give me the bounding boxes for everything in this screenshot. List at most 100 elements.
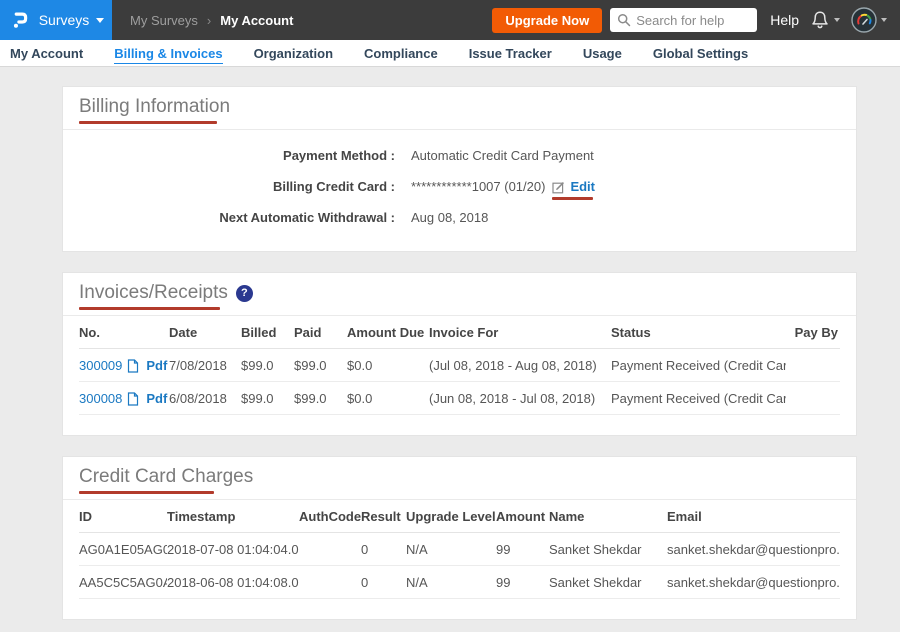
- help-link[interactable]: Help: [770, 12, 799, 28]
- charge-result: 0: [361, 533, 406, 566]
- invoice-amount-due: $0.0: [347, 349, 429, 382]
- col-upgrade-level: Upgrade Level: [406, 500, 496, 533]
- account-menu[interactable]: [851, 7, 887, 33]
- payment-method-row: Payment Method : Automatic Credit Card P…: [79, 140, 840, 171]
- col-no: No.: [79, 316, 169, 349]
- pdf-link[interactable]: Pdf: [146, 358, 167, 373]
- invoice-number-link[interactable]: 300009: [79, 358, 122, 373]
- invoice-for: (Jul 08, 2018 - Aug 08, 2018): [429, 349, 611, 382]
- charge-result: 0: [361, 566, 406, 599]
- charge-id: AG0A1E05AG0A: [79, 533, 167, 566]
- chevron-down-icon: [881, 18, 887, 22]
- annotation-underline: [79, 121, 217, 124]
- upgrade-now-button[interactable]: Upgrade Now: [492, 8, 602, 33]
- product-label: Surveys: [39, 12, 90, 28]
- charge-id: AA5C5C5AG0A: [79, 566, 167, 599]
- next-withdrawal-value: Aug 08, 2018: [411, 210, 488, 225]
- chevron-down-icon: [834, 18, 840, 22]
- col-pay-by: Pay By: [786, 316, 840, 349]
- top-bar: Surveys My Surveys › My Account Upgrade …: [0, 0, 900, 40]
- invoice-billed: $99.0: [241, 382, 294, 415]
- billing-credit-card-value: ************1007 (01/20) Edit: [411, 179, 595, 194]
- billing-information-header: Billing Information: [63, 87, 856, 130]
- invoice-for: (Jun 08, 2018 - Jul 08, 2018): [429, 382, 611, 415]
- tab-my-account[interactable]: My Account: [10, 46, 83, 61]
- table-row: 300009 Pdf 7/08/2018 $99.0 $99.0 $0.0 (J…: [79, 349, 840, 382]
- masked-card-number: ************1007 (01/20): [411, 179, 545, 194]
- invoices-table: No. Date Billed Paid Amount Due Invoice …: [79, 316, 840, 415]
- bell-icon: [810, 9, 830, 31]
- charges-table: ID Timestamp AuthCode Result Upgrade Lev…: [79, 500, 840, 599]
- charge-timestamp: 2018-07-08 01:04:04.0: [167, 533, 299, 566]
- tab-issue-tracker[interactable]: Issue Tracker: [469, 46, 552, 61]
- avatar: [851, 7, 877, 33]
- col-amount-due: Amount Due: [347, 316, 429, 349]
- col-id: ID: [79, 500, 167, 533]
- charge-email: sanket.shekdar@questionpro.com: [667, 533, 840, 566]
- breadcrumb-parent[interactable]: My Surveys: [130, 13, 198, 28]
- invoice-amount-due: $0.0: [347, 382, 429, 415]
- col-authcode: AuthCode: [299, 500, 361, 533]
- charge-authcode: [299, 566, 361, 599]
- pdf-file-icon: [127, 392, 139, 406]
- invoices-receipts-title: Invoices/Receipts: [79, 282, 228, 304]
- col-result: Result: [361, 500, 406, 533]
- search-input[interactable]: [610, 8, 757, 32]
- col-amount: Amount: [496, 500, 549, 533]
- invoice-status: Payment Received (Credit Card): [611, 382, 786, 415]
- invoice-number-link[interactable]: 300008: [79, 391, 122, 406]
- help-search: [610, 8, 757, 32]
- table-row: AG0A1E05AG0A 2018-07-08 01:04:04.0 0 N/A…: [79, 533, 840, 566]
- breadcrumb: My Surveys › My Account: [130, 13, 293, 28]
- annotation-underline: [552, 197, 593, 200]
- next-withdrawal-row: Next Automatic Withdrawal : Aug 08, 2018: [79, 202, 840, 233]
- charge-name: Sanket Shekdar: [549, 566, 667, 599]
- search-icon: [617, 13, 631, 27]
- billing-information-fields: Payment Method : Automatic Credit Card P…: [63, 130, 856, 251]
- pdf-link[interactable]: Pdf: [146, 391, 167, 406]
- col-status: Status: [611, 316, 786, 349]
- col-date: Date: [169, 316, 241, 349]
- breadcrumb-separator: ›: [207, 13, 211, 28]
- annotation-underline: [79, 491, 214, 494]
- invoice-date: 7/08/2018: [169, 349, 241, 382]
- payment-method-value: Automatic Credit Card Payment: [411, 148, 594, 163]
- credit-card-charges-card: Credit Card Charges ID Timestamp AuthCod…: [62, 456, 857, 620]
- table-row: 300008 Pdf 6/08/2018 $99.0 $99.0 $0.0 (J…: [79, 382, 840, 415]
- pdf-file-icon: [127, 359, 139, 373]
- invoice-billed: $99.0: [241, 349, 294, 382]
- tab-organization[interactable]: Organization: [254, 46, 333, 61]
- notifications-menu[interactable]: [810, 9, 840, 31]
- charge-email: sanket.shekdar@questionpro.com: [667, 566, 840, 599]
- charge-timestamp: 2018-06-08 01:04:08.0: [167, 566, 299, 599]
- table-row: AA5C5C5AG0A 2018-06-08 01:04:08.0 0 N/A …: [79, 566, 840, 599]
- product-switcher[interactable]: Surveys: [0, 0, 112, 40]
- col-email: Email: [667, 500, 840, 533]
- col-paid: Paid: [294, 316, 347, 349]
- invoice-pay-by: [786, 349, 840, 382]
- account-nav-tabs: My Account Billing & Invoices Organizati…: [0, 40, 900, 67]
- charge-upgrade-level: N/A: [406, 566, 496, 599]
- invoices-receipts-card: Invoices/Receipts? No. Date Billed Paid …: [62, 272, 857, 436]
- breadcrumb-current: My Account: [220, 13, 293, 28]
- tab-billing-invoices[interactable]: Billing & Invoices: [114, 46, 222, 61]
- charge-amount: 99: [496, 566, 549, 599]
- top-bar-actions: Upgrade Now Help: [492, 7, 900, 33]
- billing-credit-card-row: Billing Credit Card : ************1007 (…: [79, 171, 840, 202]
- charge-upgrade-level: N/A: [406, 533, 496, 566]
- col-timestamp: Timestamp: [167, 500, 299, 533]
- col-invoice-for: Invoice For: [429, 316, 611, 349]
- tab-compliance[interactable]: Compliance: [364, 46, 438, 61]
- col-billed: Billed: [241, 316, 294, 349]
- edit-credit-card-link[interactable]: Edit: [552, 179, 595, 194]
- invoices-receipts-header: Invoices/Receipts?: [63, 273, 856, 316]
- tab-global-settings[interactable]: Global Settings: [653, 46, 748, 61]
- billing-information-title: Billing Information: [79, 96, 230, 118]
- invoices-header-row: No. Date Billed Paid Amount Due Invoice …: [79, 316, 840, 349]
- tab-usage[interactable]: Usage: [583, 46, 622, 61]
- invoice-pay-by: [786, 382, 840, 415]
- chevron-down-icon: [96, 18, 104, 23]
- credit-card-charges-header: Credit Card Charges: [63, 457, 856, 500]
- charge-amount: 99: [496, 533, 549, 566]
- help-icon[interactable]: ?: [236, 285, 253, 302]
